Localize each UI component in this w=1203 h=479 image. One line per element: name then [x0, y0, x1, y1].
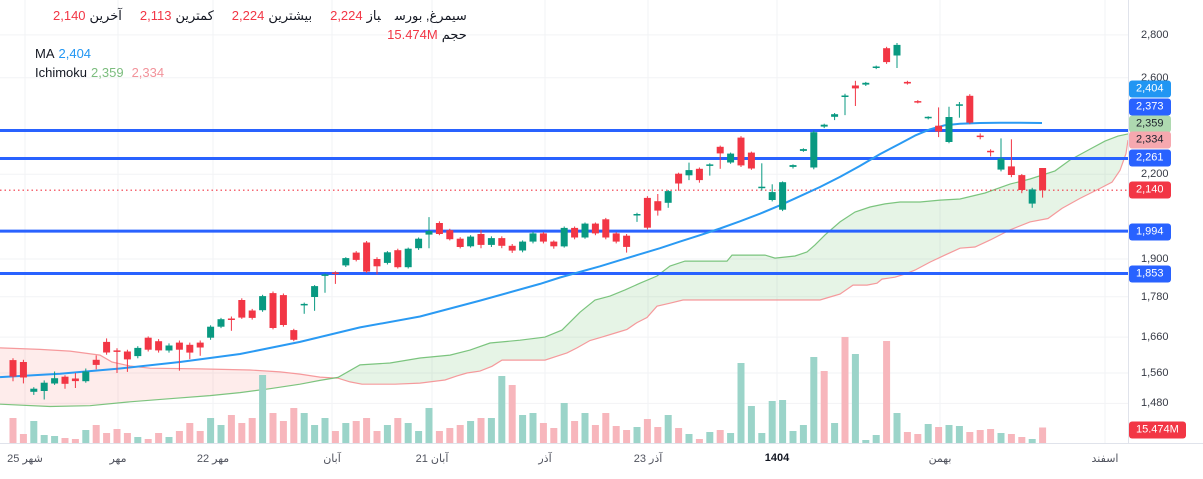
- time-tick-label: 21 آبان: [415, 453, 449, 465]
- time-tick-label: آبان: [323, 453, 341, 465]
- price-axis[interactable]: 2,800 2,600 2,200 1,900 1,780 1,660 1,560 1,480…: [1128, 0, 1203, 443]
- price-badge: 15.474M: [1129, 421, 1186, 439]
- ma-line: [0, 121, 1043, 379]
- legend-ma-row: MA 2,404: [35, 44, 467, 63]
- price-badge: 2,140: [1129, 181, 1171, 199]
- price-badge: 1,853: [1129, 265, 1171, 283]
- senkou-a-line: [0, 140, 1128, 385]
- time-tick-label: 22 مهر: [196, 453, 230, 465]
- price-badge: 2,359: [1129, 115, 1171, 133]
- legend-ichimoku-row: Ichimoku 2,359 2,334: [35, 63, 467, 82]
- price-tick-label: 1,780: [1141, 290, 1169, 303]
- low-value: 2,113: [139, 8, 172, 23]
- price-badge: 2,261: [1129, 149, 1171, 167]
- candles: [9, 43, 1047, 400]
- open-item: باز2,224: [330, 8, 381, 23]
- volume-bars: [9, 337, 1047, 443]
- ichimoku-label: Ichimoku: [35, 65, 88, 80]
- last-value: 2,140: [53, 8, 86, 23]
- time-axis[interactable]: 25 شهر مهر 22 مهر آبان 21 آبان آذر 23 آذر 1404 ب…: [0, 443, 1203, 479]
- price-badge: 1,994: [1129, 223, 1171, 241]
- low-item: کمترین2,113: [139, 8, 214, 23]
- last-item: آخرین2,140: [53, 8, 122, 23]
- high-value: 2,224: [231, 8, 265, 23]
- price-tick-label: 2,200: [1141, 168, 1169, 181]
- legend-ohlc-row: سیمرغ, بورس باز2,224 بیشترین2,224 کمترین2,1…: [35, 6, 467, 25]
- legend-volume-row: حجم15.474M: [35, 25, 467, 44]
- time-tick-label: 23 آذر: [633, 453, 663, 465]
- price-badge: 2,373: [1129, 98, 1171, 116]
- price-tick-label: 1,900: [1141, 253, 1169, 265]
- time-tick-label: 25 شهر: [7, 453, 43, 465]
- price-tick-label: 1,660: [1141, 331, 1169, 344]
- chart-legend: سیمرغ, بورس باز2,224 بیشترین2,224 کمترین2,1…: [35, 6, 467, 82]
- high-item: بیشترین2,224: [231, 8, 313, 23]
- price-tick-label: 1,480: [1141, 397, 1169, 410]
- symbol-title: سیمرغ, بورس: [394, 8, 467, 23]
- ichimoku-span-a-value: 2,334: [131, 65, 165, 80]
- senkou-b-line: [0, 133, 1128, 408]
- time-tick-label: مهر: [109, 453, 127, 465]
- ichimoku-cloud: [0, 133, 1128, 408]
- ma-value: 2,404: [58, 46, 92, 61]
- volume-value: 15.474M: [387, 27, 438, 42]
- price-tick-label: 1,560: [1141, 367, 1169, 379]
- time-tick-label: اسفند: [1091, 453, 1119, 465]
- time-tick-label: 1404: [764, 452, 790, 464]
- price-chart-canvas[interactable]: [0, 0, 1128, 443]
- time-tick-label: بهمن: [928, 453, 952, 465]
- price-tick-label: 2,800: [1141, 28, 1169, 41]
- ichimoku-span-b-value: 2,359: [91, 65, 124, 80]
- price-badge: 2,404: [1129, 80, 1171, 98]
- open-value: 2,224: [330, 8, 363, 23]
- ma-label: MA: [35, 46, 55, 61]
- volume-label: حجم: [441, 27, 467, 42]
- time-tick-label: آذر: [538, 453, 552, 465]
- price-badge: 2,334: [1129, 131, 1171, 149]
